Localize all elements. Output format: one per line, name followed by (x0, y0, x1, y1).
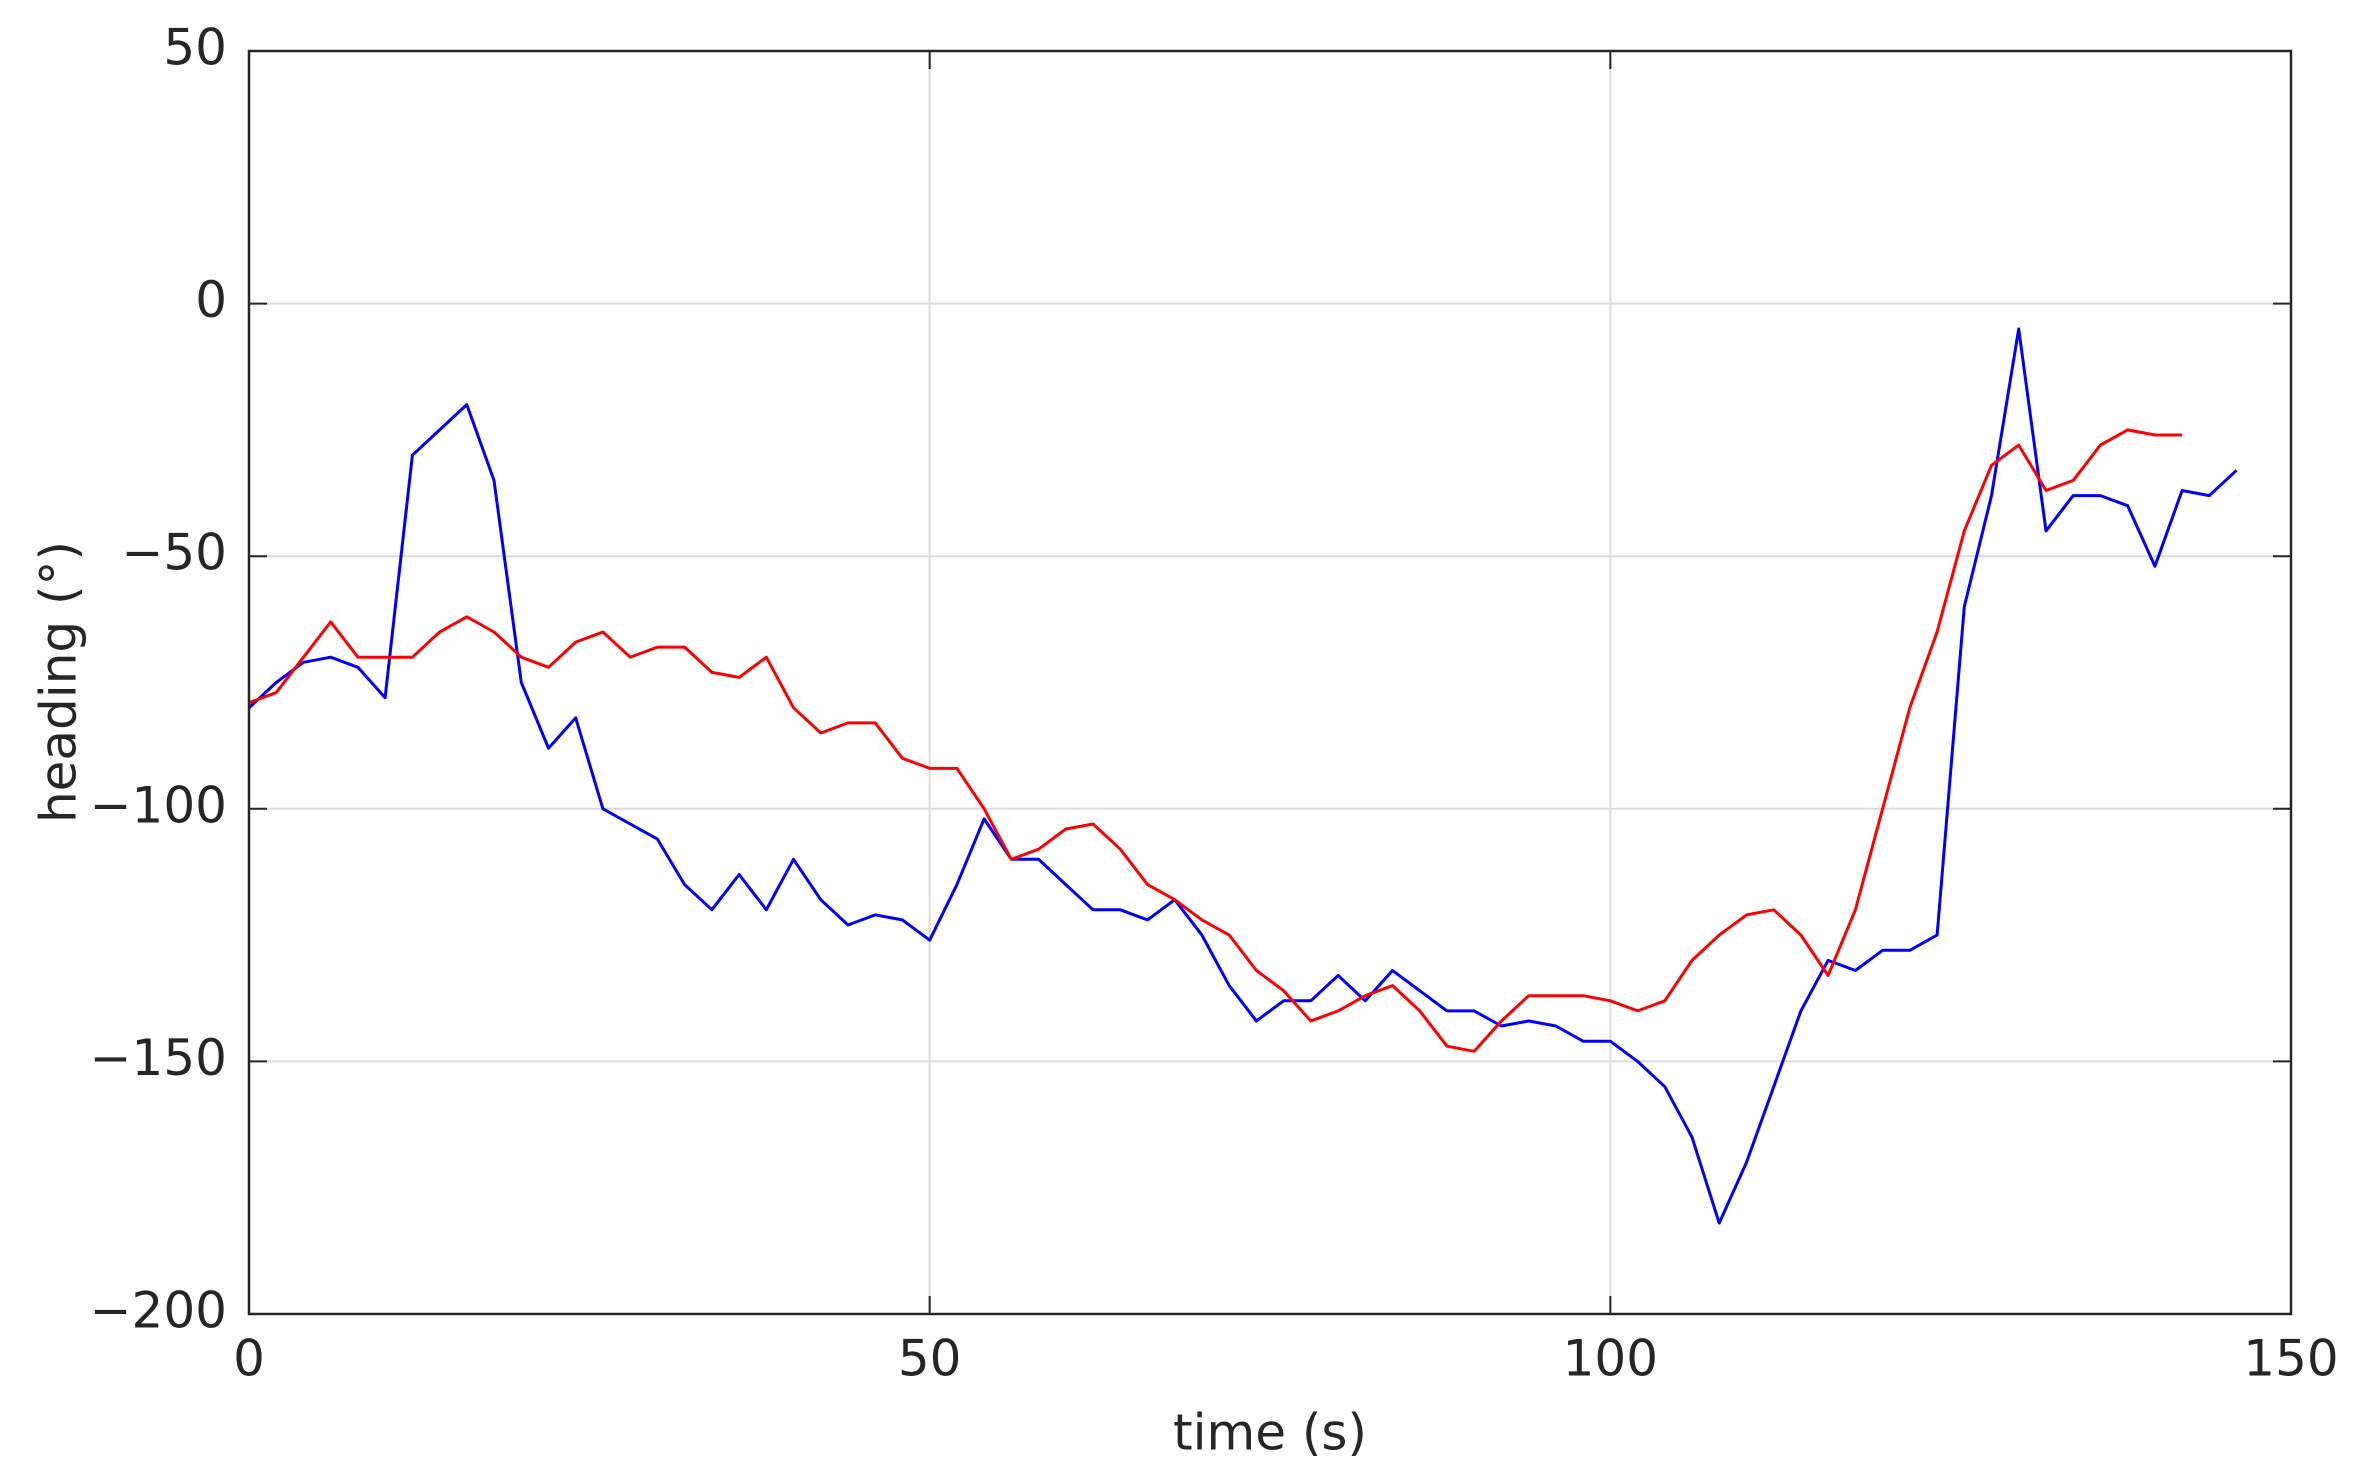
y-tick-label: 50 (163, 19, 227, 77)
x-tick-label: 0 (233, 1330, 265, 1388)
x-axis-label: time (s) (1173, 1404, 1367, 1462)
x-tick-label: 100 (1563, 1330, 1658, 1388)
data-line (247, 327, 2238, 1225)
y-tick-label: −50 (121, 524, 227, 582)
y-tick-label: 0 (195, 271, 227, 329)
y-axis-label: heading (°) (30, 541, 88, 823)
y-tick-label: −100 (90, 776, 227, 834)
data-line (248, 428, 2183, 1053)
y-tick-label: −200 (90, 1282, 227, 1340)
x-tick-label: 150 (2243, 1330, 2338, 1388)
y-tick-label: −150 (90, 1029, 227, 1087)
x-tick-label: 50 (898, 1330, 962, 1388)
plot-frame (247, 49, 2293, 1316)
